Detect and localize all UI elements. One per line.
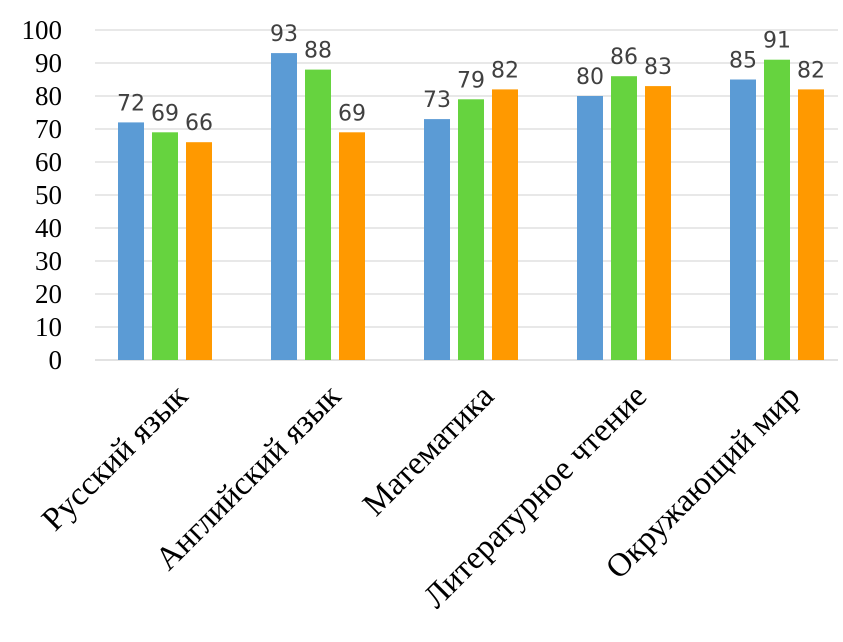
bar	[339, 132, 365, 360]
bar	[458, 99, 484, 361]
data-label: 82	[797, 58, 825, 83]
bar	[798, 89, 824, 361]
bar	[764, 59, 790, 360]
y-tick-label: 80	[35, 81, 62, 111]
y-tick-label: 90	[35, 48, 62, 78]
y-tick-label: 60	[35, 147, 62, 177]
data-label: 80	[576, 65, 604, 90]
data-label: 86	[610, 45, 638, 70]
data-label: 73	[423, 88, 451, 113]
data-label: 82	[491, 58, 519, 83]
data-label: 69	[338, 101, 366, 126]
data-label: 83	[644, 55, 672, 80]
y-tick-label: 100	[22, 15, 63, 45]
y-tick-label: 20	[35, 279, 62, 309]
bar	[492, 89, 518, 361]
data-label: 91	[763, 29, 791, 54]
y-tick-label: 40	[35, 213, 62, 243]
bar	[730, 79, 756, 360]
x-tick-label: Русский язык	[35, 378, 196, 539]
bar	[305, 69, 331, 360]
y-tick-label: 30	[35, 246, 62, 276]
y-tick-label: 50	[35, 180, 62, 210]
bar	[271, 53, 297, 360]
data-label: 66	[185, 111, 213, 136]
data-label: 93	[270, 22, 298, 47]
y-tick-label: 70	[35, 114, 62, 144]
bar	[186, 142, 212, 360]
y-tick-label: 0	[49, 345, 63, 375]
bar	[577, 96, 603, 360]
bar	[152, 132, 178, 360]
data-label: 88	[304, 39, 332, 64]
bar	[611, 76, 637, 360]
bars	[118, 53, 824, 361]
y-tick-label: 10	[35, 312, 62, 342]
data-label: 72	[117, 91, 145, 116]
data-label: 69	[151, 101, 179, 126]
bar	[645, 86, 671, 360]
data-label: 85	[729, 49, 757, 74]
bar	[118, 122, 144, 361]
bar	[424, 119, 450, 360]
x-tick-label: Математика	[356, 378, 501, 523]
data-label: 79	[457, 68, 485, 93]
